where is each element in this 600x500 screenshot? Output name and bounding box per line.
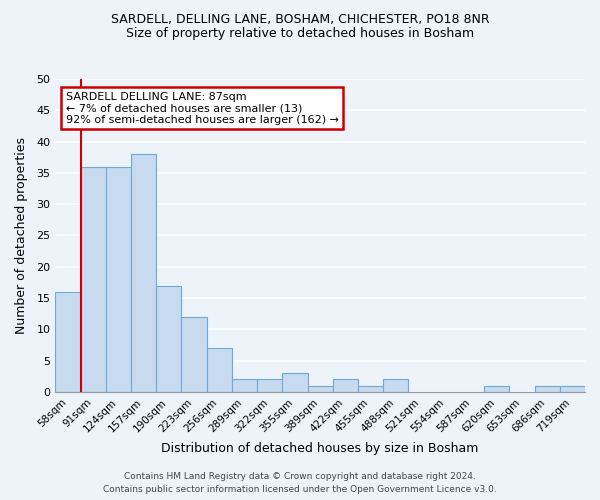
Bar [333,380,358,392]
Bar [358,386,383,392]
Bar [535,386,560,392]
X-axis label: Distribution of detached houses by size in Bosham: Distribution of detached houses by size … [161,442,479,455]
Bar [156,286,181,392]
Text: Size of property relative to detached houses in Bosham: Size of property relative to detached ho… [126,28,474,40]
Text: Contains HM Land Registry data © Crown copyright and database right 2024.: Contains HM Land Registry data © Crown c… [124,472,476,481]
Bar [257,380,283,392]
Bar [383,380,409,392]
Bar [232,380,257,392]
Bar [560,386,585,392]
Text: SARDELL DELLING LANE: 87sqm
← 7% of detached houses are smaller (13)
92% of semi: SARDELL DELLING LANE: 87sqm ← 7% of deta… [66,92,339,124]
Bar [308,386,333,392]
Bar [206,348,232,392]
Text: Contains public sector information licensed under the Open Government Licence v3: Contains public sector information licen… [103,485,497,494]
Bar [181,317,206,392]
Text: SARDELL, DELLING LANE, BOSHAM, CHICHESTER, PO18 8NR: SARDELL, DELLING LANE, BOSHAM, CHICHESTE… [110,12,490,26]
Bar [106,166,131,392]
Bar [55,292,80,392]
Bar [80,166,106,392]
Bar [283,373,308,392]
Bar [131,154,156,392]
Y-axis label: Number of detached properties: Number of detached properties [15,137,28,334]
Bar [484,386,509,392]
